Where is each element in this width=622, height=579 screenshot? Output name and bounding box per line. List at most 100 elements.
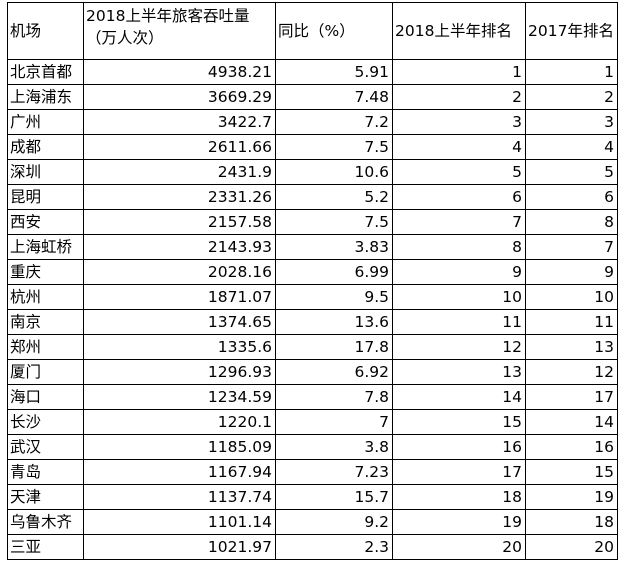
cell-rank-2018h1: 8 — [392, 234, 526, 260]
cell-passengers: 4938.21 — [83, 59, 276, 85]
table-row: 厦门 1296.93 6.92 13 12 — [7, 359, 618, 385]
cell-rank-2018h1: 2 — [392, 84, 526, 110]
table-row: 广州 3422.7 7.2 3 3 — [7, 109, 618, 135]
cell-rank-2018h1: 7 — [392, 209, 526, 235]
cell-rank-2017: 3 — [525, 109, 618, 135]
cell-rank-2018h1: 19 — [392, 509, 526, 535]
cell-passengers: 1335.6 — [83, 334, 276, 360]
cell-airport: 深圳 — [7, 159, 84, 185]
cell-rank-2017: 5 — [525, 159, 618, 185]
cell-passengers: 2331.26 — [83, 184, 276, 210]
cell-yoy: 5.91 — [275, 59, 393, 85]
cell-rank-2018h1: 11 — [392, 309, 526, 335]
cell-rank-2017: 12 — [525, 359, 618, 385]
cell-airport: 海口 — [7, 384, 84, 410]
cell-yoy: 9.2 — [275, 509, 393, 535]
table-row: 深圳 2431.9 10.6 5 5 — [7, 159, 618, 185]
table-row: 重庆 2028.16 6.99 9 9 — [7, 259, 618, 285]
header-passengers-line2: （万人次） — [86, 29, 164, 47]
cell-rank-2018h1: 18 — [392, 484, 526, 510]
header-rank-2018h1: 2018上半年排名 — [392, 2, 526, 60]
cell-passengers: 1185.09 — [83, 434, 276, 460]
cell-passengers: 2028.16 — [83, 259, 276, 285]
cell-rank-2018h1: 15 — [392, 409, 526, 435]
table-row: 昆明 2331.26 5.2 6 6 — [7, 184, 618, 210]
cell-passengers: 1137.74 — [83, 484, 276, 510]
cell-rank-2017: 13 — [525, 334, 618, 360]
cell-yoy: 7.5 — [275, 209, 393, 235]
table-row: 青岛 1167.94 7.23 17 15 — [7, 459, 618, 485]
cell-rank-2018h1: 14 — [392, 384, 526, 410]
cell-airport: 成都 — [7, 134, 84, 160]
header-airport: 机场 — [7, 2, 84, 60]
cell-passengers: 2611.66 — [83, 134, 276, 160]
cell-yoy: 3.8 — [275, 434, 393, 460]
table-row: 上海虹桥 2143.93 3.83 8 7 — [7, 234, 618, 260]
table-row: 南京 1374.65 13.6 11 11 — [7, 309, 618, 335]
cell-rank-2017: 2 — [525, 84, 618, 110]
cell-rank-2017: 9 — [525, 259, 618, 285]
cell-passengers: 1871.07 — [83, 284, 276, 310]
table-row: 三亚 1021.97 2.3 20 20 — [7, 534, 618, 560]
cell-rank-2017: 14 — [525, 409, 618, 435]
cell-airport: 天津 — [7, 484, 84, 510]
cell-rank-2017: 7 — [525, 234, 618, 260]
cell-rank-2018h1: 3 — [392, 109, 526, 135]
cell-airport: 长沙 — [7, 409, 84, 435]
cell-passengers: 1220.1 — [83, 409, 276, 435]
cell-yoy: 10.6 — [275, 159, 393, 185]
cell-passengers: 2431.9 — [83, 159, 276, 185]
table-row: 武汉 1185.09 3.8 16 16 — [7, 434, 618, 460]
cell-airport: 青岛 — [7, 459, 84, 485]
cell-yoy: 17.8 — [275, 334, 393, 360]
header-passengers-line1: 2018上半年旅客吞吐量 — [86, 7, 250, 25]
cell-rank-2017: 15 — [525, 459, 618, 485]
cell-passengers: 1296.93 — [83, 359, 276, 385]
cell-passengers: 3422.7 — [83, 109, 276, 135]
cell-airport: 南京 — [7, 309, 84, 335]
cell-rank-2018h1: 5 — [392, 159, 526, 185]
cell-yoy: 7.5 — [275, 134, 393, 160]
cell-airport: 重庆 — [7, 259, 84, 285]
cell-airport: 广州 — [7, 109, 84, 135]
cell-airport: 西安 — [7, 209, 84, 235]
table-row: 成都 2611.66 7.5 4 4 — [7, 134, 618, 160]
cell-yoy: 6.92 — [275, 359, 393, 385]
cell-rank-2018h1: 20 — [392, 534, 526, 560]
cell-yoy: 7.2 — [275, 109, 393, 135]
cell-rank-2018h1: 9 — [392, 259, 526, 285]
table-row: 天津 1137.74 15.7 18 19 — [7, 484, 618, 510]
cell-yoy: 2.3 — [275, 534, 393, 560]
table-body: 北京首都 4938.21 5.91 1 1 上海浦东 3669.29 7.48 2 2 广州 3422… — [7, 59, 618, 560]
cell-yoy: 7.48 — [275, 84, 393, 110]
cell-rank-2017: 16 — [525, 434, 618, 460]
airport-ranking-table: 机场 2018上半年旅客吞吐量 （万人次） 同比（%） 2018上半年排名 20… — [7, 2, 618, 560]
cell-rank-2018h1: 13 — [392, 359, 526, 385]
cell-rank-2017: 6 — [525, 184, 618, 210]
cell-airport: 郑州 — [7, 334, 84, 360]
cell-rank-2018h1: 16 — [392, 434, 526, 460]
table-row: 杭州 1871.07 9.5 10 10 — [7, 284, 618, 310]
cell-airport: 上海浦东 — [7, 84, 84, 110]
cell-passengers: 1167.94 — [83, 459, 276, 485]
cell-rank-2017: 8 — [525, 209, 618, 235]
cell-yoy: 3.83 — [275, 234, 393, 260]
header-rank-2017: 2017年排名 — [525, 2, 618, 60]
table-header-row: 机场 2018上半年旅客吞吐量 （万人次） 同比（%） 2018上半年排名 20… — [7, 2, 618, 60]
table-row: 北京首都 4938.21 5.91 1 1 — [7, 59, 618, 85]
cell-rank-2018h1: 1 — [392, 59, 526, 85]
cell-rank-2017: 11 — [525, 309, 618, 335]
cell-yoy: 6.99 — [275, 259, 393, 285]
cell-rank-2017: 18 — [525, 509, 618, 535]
table-row: 海口 1234.59 7.8 14 17 — [7, 384, 618, 410]
cell-passengers: 1101.14 — [83, 509, 276, 535]
header-yoy: 同比（%） — [275, 2, 393, 60]
cell-airport: 北京首都 — [7, 59, 84, 85]
cell-rank-2018h1: 17 — [392, 459, 526, 485]
cell-passengers: 1234.59 — [83, 384, 276, 410]
cell-airport: 乌鲁木齐 — [7, 509, 84, 535]
cell-passengers: 3669.29 — [83, 84, 276, 110]
table-row: 上海浦东 3669.29 7.48 2 2 — [7, 84, 618, 110]
cell-rank-2018h1: 6 — [392, 184, 526, 210]
cell-rank-2018h1: 10 — [392, 284, 526, 310]
